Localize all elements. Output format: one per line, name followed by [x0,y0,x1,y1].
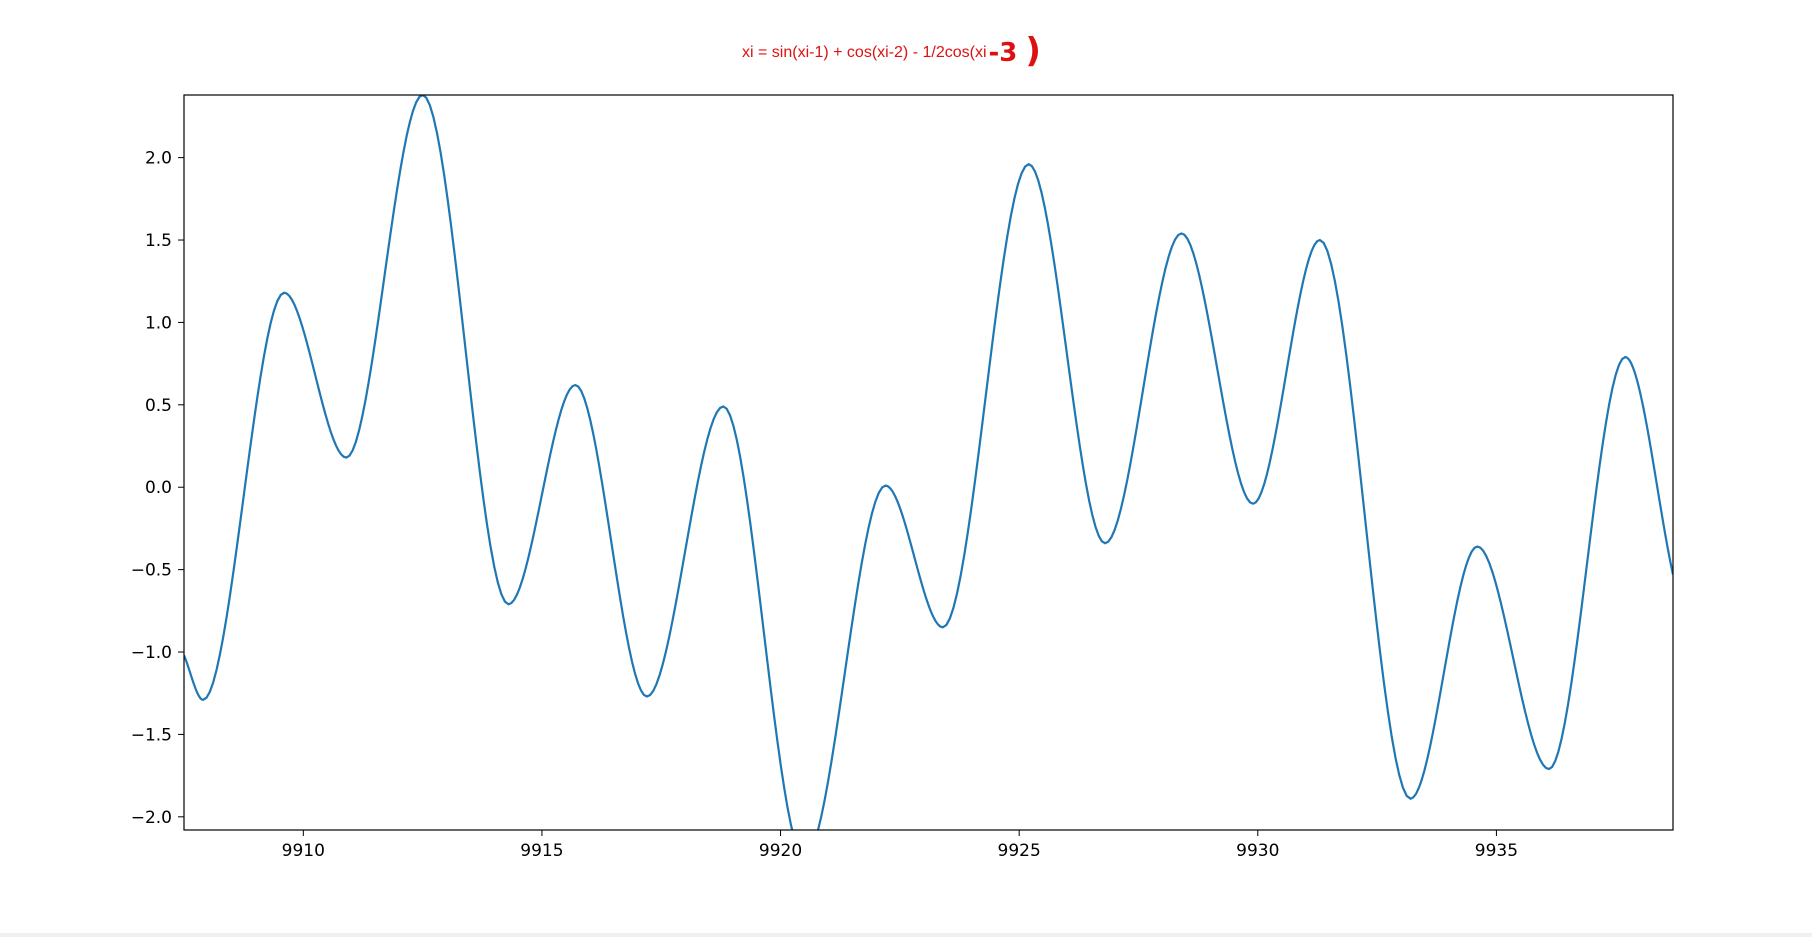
x-tick-label: 9920 [759,841,802,861]
y-tick-label: −0.5 [131,561,172,581]
y-tick-label: 1.5 [145,231,172,251]
y-tick-label: 2.0 [145,149,172,169]
y-tick-label: 0.0 [145,478,172,498]
y-tick-label: 1.0 [145,313,172,333]
chart-title-handwritten-suffix: -3 [989,38,1018,68]
y-tick-label: −1.0 [131,643,172,663]
chart-title-handwritten-paren: ) [1025,31,1041,71]
x-tick-label: 9910 [282,841,325,861]
series-layer [184,95,1673,830]
chart-title-group: xi = sin(xi-1) + cos(xi-2) - 1/2cos(xi -… [742,31,1041,71]
y-tick-label: −1.5 [131,725,172,745]
x-tick-label: 9930 [1236,841,1279,861]
bottom-edge-strip [0,933,1812,937]
plot-area-frame [183,94,1674,831]
x-tick-label: 9935 [1475,841,1518,861]
series-line-0 [184,95,1673,830]
x-axis: 9910 9915 9920 9925 9930 9935 [282,830,1518,861]
chart-title: xi = sin(xi-1) + cos(xi-2) - 1/2cos(xi [742,44,987,61]
x-tick-label: 9925 [998,841,1041,861]
x-tick-label: 9915 [520,841,563,861]
y-axis: 2.0 1.5 1.0 0.5 0.0 −0.5 −1.0 −1.5 −2.0 [131,149,184,828]
y-tick-label: 0.5 [145,396,172,416]
y-tick-label: −2.0 [131,808,172,828]
